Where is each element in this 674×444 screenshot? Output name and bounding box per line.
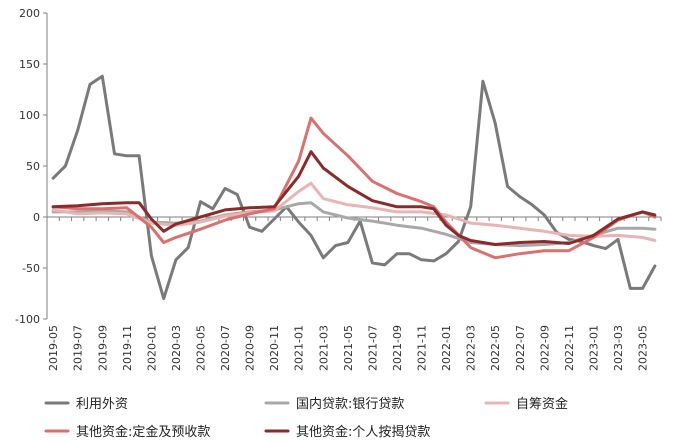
x-tick-label: 2020-09 <box>244 325 257 371</box>
legend-label: 其他资金:定金及预收款 <box>76 424 210 440</box>
series-line-4 <box>51 116 657 260</box>
legend-label: 利用外资 <box>76 397 128 412</box>
legend-label: 自筹资金 <box>516 396 568 412</box>
x-tick-label: 2020-05 <box>195 325 208 371</box>
y-tick-label: 0 <box>33 211 40 224</box>
x-tick-label: 2022-07 <box>514 325 527 371</box>
y-tick-label: -50 <box>22 262 40 275</box>
x-tick-label: 2021-11 <box>416 325 429 371</box>
x-tick-label: 2021-07 <box>366 325 379 371</box>
x-tick-label: 2020-03 <box>170 325 183 371</box>
x-tick-label: 2023-03 <box>612 325 625 371</box>
x-tick-label: 2022-05 <box>489 325 502 371</box>
x-tick-label: 2023-01 <box>587 325 600 371</box>
series-line-1 <box>51 74 657 301</box>
series-line-5 <box>51 150 657 246</box>
x-tick-label: 2020-01 <box>145 325 158 371</box>
y-tick-label: 150 <box>19 58 40 71</box>
y-tick-label: 200 <box>19 7 40 20</box>
x-axis: 2019-05 2019-07 2019-09 2019-11 2020-01 2020-… <box>46 216 662 371</box>
y-tick-label: 100 <box>19 109 40 122</box>
legend-label: 国内贷款:银行贷款 <box>296 396 404 412</box>
x-tick-label: 2022-09 <box>538 325 551 371</box>
x-tick-label: 2020-11 <box>268 325 281 371</box>
x-tick-label: 2022-01 <box>440 325 453 371</box>
x-tick-label: 2019-07 <box>72 325 85 371</box>
x-tick-label: 2023-05 <box>637 325 650 371</box>
series-line-3 <box>51 181 657 242</box>
x-tick-label: 2021-05 <box>342 325 355 371</box>
x-tick-label: 2021-03 <box>317 325 330 371</box>
x-tick-label: 2019-09 <box>96 325 109 371</box>
legend-label: 其他资金:个人按揭贷款 <box>296 424 430 440</box>
x-tick-label: 2021-01 <box>293 325 306 371</box>
y-tick-label: -100 <box>15 313 40 326</box>
y-axis: -100 -50 0 50 100 150 200 <box>15 7 48 326</box>
x-tick-label: 2022-11 <box>563 325 576 371</box>
x-tick-label: 2021-09 <box>391 325 404 371</box>
x-tick-label: 2022-03 <box>465 325 478 371</box>
plot-lines <box>51 74 657 301</box>
x-tick-label: 2020-07 <box>219 325 232 371</box>
x-tick-label: 2019-05 <box>47 325 60 371</box>
x-tick-label: 2019-11 <box>121 325 134 371</box>
y-tick-label: 50 <box>26 160 40 173</box>
